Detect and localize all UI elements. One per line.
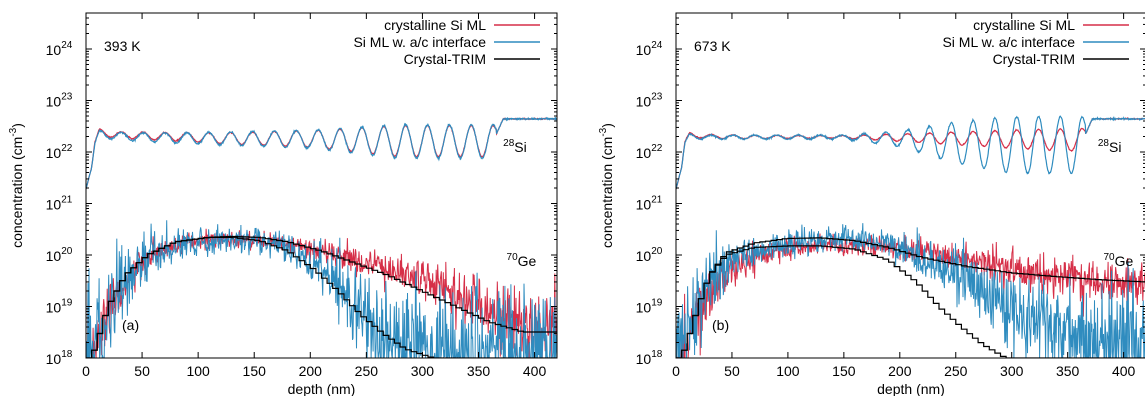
x-tick-label: 300 <box>1000 363 1024 379</box>
y-tick-label: 1022 <box>636 143 663 161</box>
plot-area <box>676 115 1145 358</box>
si-profile-line <box>86 117 557 190</box>
y-tick-label: 1023 <box>46 91 73 109</box>
x-tick-label: 50 <box>724 363 740 379</box>
y-axis-label: concentration (cm-3) <box>8 123 25 248</box>
x-tick-label: 400 <box>1112 363 1136 379</box>
y-tick-label: 1024 <box>636 40 663 58</box>
x-tick-label: 350 <box>467 363 491 379</box>
chart-panel-1: 0 50 100 150 200 250 300 350 400 1018 1019 1020 1021… <box>8 12 558 396</box>
x-tick-label: 300 <box>411 363 435 379</box>
isotope-annotation: 28Si <box>503 138 527 155</box>
si-profile-line <box>86 116 557 190</box>
isotope-annotation: 28Si <box>1098 138 1122 155</box>
legend-label: Si ML w. a/c interface <box>942 34 1075 50</box>
x-tick-label: 200 <box>299 363 323 379</box>
x-tick-label: 200 <box>888 363 912 379</box>
legend-label: Crystal-TRIM <box>404 51 486 67</box>
axes-frame <box>675 12 1145 359</box>
y-tick-label: 1020 <box>636 246 663 264</box>
y-tick-label: 1022 <box>46 143 73 161</box>
trim-ge-histogram <box>676 237 1145 358</box>
panel-label: (b) <box>712 317 729 333</box>
x-tick-label: 100 <box>776 363 800 379</box>
trim-ge-histogram <box>86 236 557 358</box>
legend-label: Si ML w. a/c interface <box>353 34 486 50</box>
isotope-annotation: 70Ge <box>1103 252 1133 269</box>
si-profile-line <box>676 115 1145 190</box>
x-tick-label: 250 <box>944 363 968 379</box>
y-tick-label: 1023 <box>636 91 663 109</box>
plot-area <box>86 116 557 358</box>
y-tick-label: 1018 <box>636 349 663 367</box>
x-tick-label: 50 <box>134 363 150 379</box>
y-tick-label: 1020 <box>46 246 73 264</box>
x-tick-label: 350 <box>1056 363 1080 379</box>
y-tick-label: 1021 <box>46 194 73 212</box>
ge-profile-line <box>676 223 1145 358</box>
x-tick-label: 150 <box>832 363 856 379</box>
trim-ge-histogram <box>676 245 1145 358</box>
x-axis-label: depth (nm) <box>288 381 356 396</box>
axes-frame <box>85 12 558 359</box>
y-tick-label: 1021 <box>636 194 663 212</box>
x-tick-label: 400 <box>523 363 547 379</box>
x-axis-label: depth (nm) <box>877 381 945 396</box>
si-profile-line <box>676 116 1145 190</box>
x-tick-label: 0 <box>82 363 90 379</box>
y-tick-label: 1024 <box>46 40 73 58</box>
x-tick-label: 150 <box>243 363 267 379</box>
legend-label: Crystal-TRIM <box>993 51 1075 67</box>
y-axis-label: concentration (cm-3) <box>598 123 615 248</box>
x-tick-label: 100 <box>186 363 210 379</box>
x-tick-label: 0 <box>672 363 680 379</box>
legend-label: crystalline Si ML <box>384 17 486 33</box>
chart-panel-2: 0 50 100 150 200 250 300 350 400 1018 1019 1020 1021… <box>598 12 1145 396</box>
ge-profile-line <box>86 220 557 358</box>
x-tick-label: 250 <box>355 363 379 379</box>
legend-label: crystalline Si ML <box>973 17 1075 33</box>
panel-label: (a) <box>122 317 139 333</box>
y-tick-label: 1019 <box>636 297 663 315</box>
y-tick-label: 1019 <box>46 297 73 315</box>
isotope-annotation: 70Ge <box>507 252 537 269</box>
temperature-label: 393 K <box>104 38 141 54</box>
temperature-label: 673 K <box>694 38 731 54</box>
y-tick-label: 1018 <box>46 349 73 367</box>
